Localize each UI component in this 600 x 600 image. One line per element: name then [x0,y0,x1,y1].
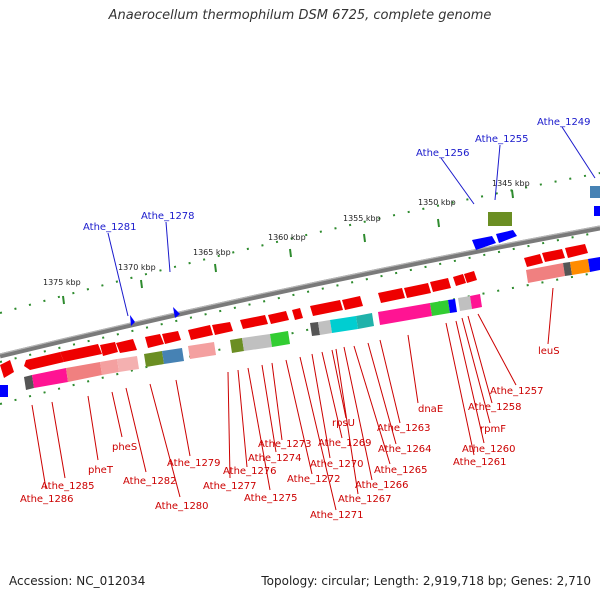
gene-label: Athe_1277 [203,481,257,492]
ruler-labels: 1375 kbp 1370 kbp 1365 kbp 1360 kbp 1355… [43,179,530,287]
gene-label: Athe_1266 [355,480,409,491]
gene-label: Athe_1264 [378,444,432,455]
forward-genes [0,244,588,378]
gene-label: rpmF [480,424,506,435]
tick-label: 1360 kbp [268,233,306,242]
tick-label: 1355 kbp [343,214,381,223]
gene-athe-1256-box [488,212,512,226]
gene-label: Athe_1282 [123,476,177,487]
gene-label: Athe_1257 [490,386,544,397]
ruler-tick-marks [62,189,514,305]
gene-label: Athe_1258 [468,402,522,413]
functional-boxes [0,257,600,397]
lower-leaders [31,287,554,511]
gene-label: Athe_1278 [141,211,195,222]
lower-ruler-dots [0,271,600,405]
gene-label: dnaE [418,404,443,415]
tick-label: 1370 kbp [118,263,156,272]
upper-gene-labels: Athe_1281 Athe_1278 Athe_1256 Athe_1255 … [83,117,591,233]
gene-athe-1278 [173,307,180,318]
accession-text: Accession: NC_012034 [9,574,146,588]
upper-features [130,186,600,326]
gene-label: Athe_1276 [223,466,277,477]
gene-label: Athe_1270 [310,459,364,470]
lower-gene-labels: Athe_1286 Athe_1285 pheT pheS Athe_1282 … [20,346,560,521]
gene-athe-1249-box [590,186,600,198]
gene-label: Athe_1249 [537,117,591,128]
gene-label: Athe_1269 [318,438,372,449]
gene-label: Athe_1285 [41,481,95,492]
tick-label: 1350 kbp [418,198,456,207]
upper-leaders [107,126,596,317]
topology-text: Topology: circular; Length: 2,919,718 bp… [261,574,591,588]
gene-label: Athe_1260 [462,444,516,455]
gene-label: Athe_1272 [287,474,341,485]
gene-label: rpsU [332,418,355,429]
gene-label: Athe_1279 [167,458,221,469]
tick-label: 1365 kbp [193,248,231,257]
gene-label: Athe_1263 [377,423,431,434]
gene-label: Athe_1281 [83,222,137,233]
gene-label: Athe_1286 [20,494,74,505]
gene-label: Athe_1274 [248,453,302,464]
gene-label: Athe_1255 [475,134,529,145]
genome-backbone [0,225,600,359]
gene-label: Athe_1271 [310,510,364,521]
gene-label: leuS [538,346,560,357]
gene-label: Athe_1280 [155,501,209,512]
tick-label: 1345 kbp [492,179,530,188]
gene-athe-1281 [130,315,135,326]
gene-athe-1255 [496,230,517,243]
gene-label: Athe_1256 [416,148,470,159]
gene-label: Athe_1261 [453,457,507,468]
gene-athe-1256 [472,236,496,250]
gene-label: Athe_1273 [258,439,312,450]
inner-ruler-dots [0,231,600,363]
tick-label: 1375 kbp [43,278,81,287]
gene-label: Athe_1265 [374,465,428,476]
gene-label: Athe_1267 [338,494,392,505]
gene-label: pheS [112,442,137,453]
gene-label: Athe_1275 [244,493,298,504]
map-title: Anaerocellum thermophilum DSM 6725, comp… [108,8,492,23]
gene-label: pheT [88,465,114,476]
